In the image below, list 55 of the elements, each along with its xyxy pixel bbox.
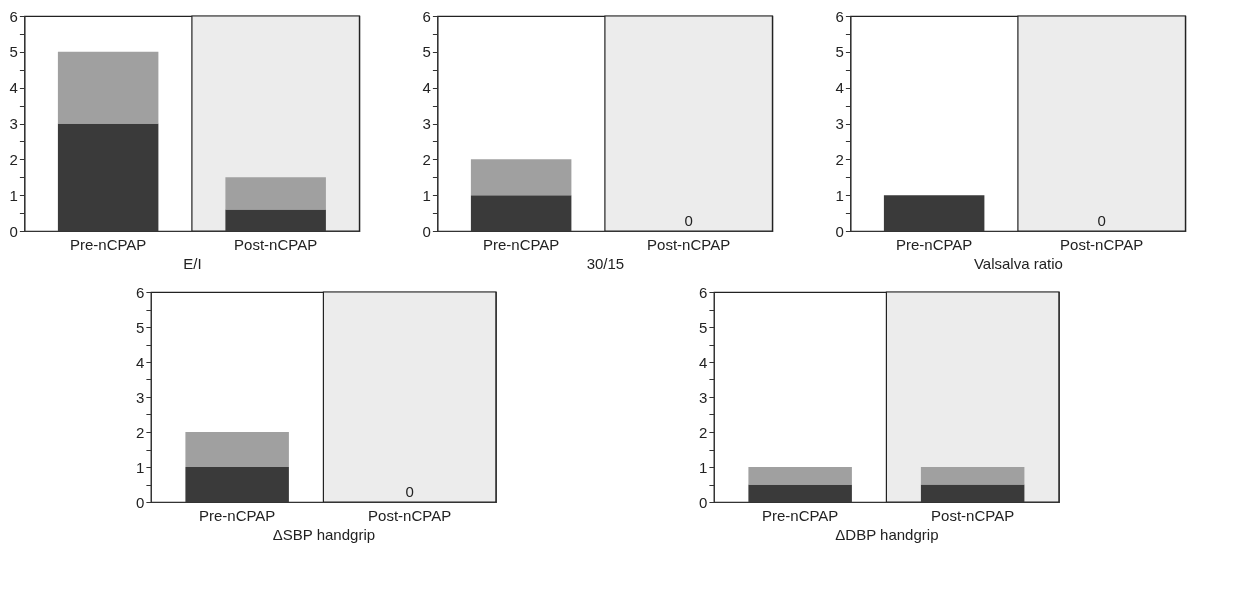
y-tick-label: 6: [136, 283, 145, 301]
y-tick-label: 5: [422, 43, 431, 61]
y-tick-label: 3: [835, 115, 844, 132]
x-axis-title: ΔDBP handgrip: [835, 525, 939, 543]
x-tick-label: Post-nCPAP: [647, 235, 731, 253]
y-tick-label: 3: [699, 388, 708, 406]
y-tick-label: 1: [699, 458, 708, 476]
x-tick-label: Post-nCPAP: [1060, 235, 1144, 253]
y-tick-label: 2: [422, 150, 431, 168]
y-tick-label: 3: [136, 388, 145, 406]
y-tick-label: 1: [136, 458, 145, 476]
y-tick-label: 6: [422, 7, 431, 25]
x-tick-label: Pre-nCPAP: [482, 235, 560, 253]
y-tick-label: 0: [699, 493, 708, 511]
y-tick-label: 5: [9, 43, 18, 61]
y-tick-label: 2: [699, 423, 708, 441]
x-axis-title: ΔSBP handgrip: [272, 525, 376, 543]
y-tick-label: 0: [136, 493, 145, 511]
y-tick-label: 5: [835, 43, 844, 61]
x-tick-label: Post-nCPAP: [368, 506, 452, 524]
y-tick-label: 0: [422, 222, 431, 240]
y-tick-label: 6: [9, 7, 18, 25]
x-tick-label: Post-nCPAP: [931, 506, 1015, 524]
x-tick-label: Pre-nCPAP: [761, 506, 839, 524]
y-tick-label: 2: [9, 150, 18, 168]
y-tick-label: 4: [422, 79, 431, 97]
y-tick-label: 5: [136, 318, 145, 336]
x-axis-title: E/I: [183, 254, 202, 272]
annotation: 0: [405, 483, 414, 500]
y-tick-label: 0: [9, 222, 18, 240]
y-tick-label: 3: [422, 115, 431, 132]
y-tick-label: 1: [835, 186, 844, 204]
bar: [225, 177, 326, 210]
y-tick-label: 6: [835, 7, 844, 25]
y-tick-label: 2: [136, 423, 145, 441]
y-tick-label: 1: [422, 186, 431, 204]
y-tick-label: 4: [699, 353, 708, 371]
x-axis-title: Valsalva ratio: [973, 254, 1063, 272]
y-tick-label: 0: [835, 222, 844, 240]
x-tick-label: Pre-nCPAP: [69, 235, 147, 253]
annotation: 0: [1097, 212, 1106, 229]
y-tick-label: 4: [9, 79, 18, 97]
y-tick-label: 6: [699, 283, 708, 301]
x-tick-label: Pre-nCPAP: [895, 235, 973, 253]
bar: [57, 51, 159, 124]
y-tick-label: 3: [9, 115, 18, 132]
y-tick-label: 2: [835, 150, 844, 168]
y-tick-label: 5: [699, 318, 708, 336]
y-tick-label: 4: [136, 353, 145, 371]
x-tick-label: Post-nCPAP: [234, 235, 318, 253]
x-axis-title: 30/15: [586, 254, 625, 272]
y-tick-label: 4: [835, 79, 844, 97]
y-tick-label: 1: [9, 186, 18, 204]
annotation: 0: [684, 212, 693, 229]
x-tick-label: Pre-nCPAP: [198, 506, 276, 524]
